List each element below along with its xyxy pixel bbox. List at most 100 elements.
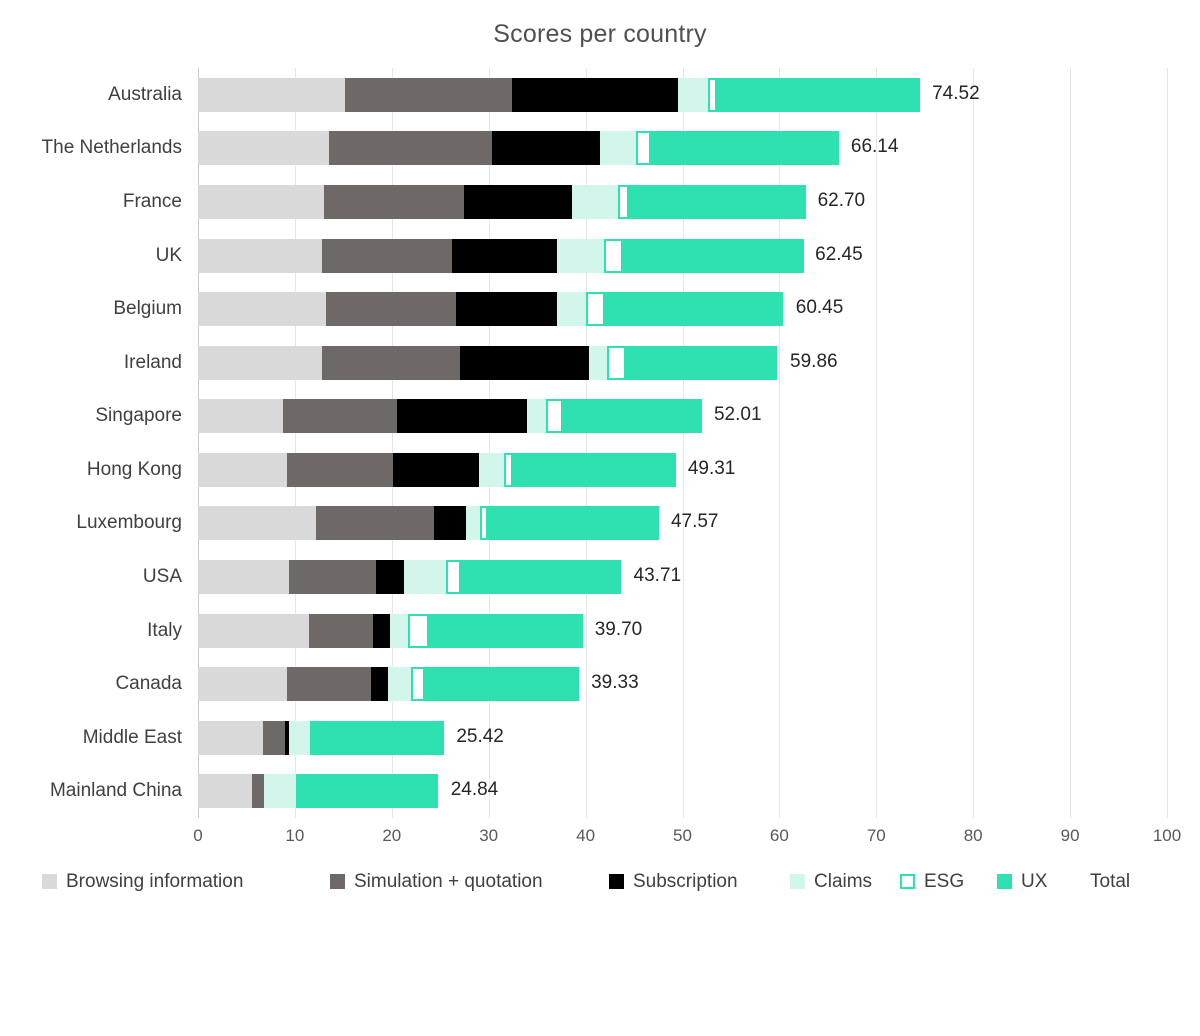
bar-total-label: 49.31 (687, 457, 736, 479)
legend-item-browsing-information[interactable]: Browsing information (42, 872, 243, 891)
bar-segment-subscription[interactable] (392, 452, 479, 487)
bar-segment-browsing-information[interactable] (198, 452, 288, 487)
legend-item-esg[interactable]: ESG (900, 872, 964, 891)
bar-segment-ux[interactable] (424, 667, 579, 702)
bar-segment-browsing-information[interactable] (198, 77, 346, 112)
bar-segment-simulation-quotation[interactable] (323, 184, 464, 219)
bar-segment-subscription[interactable] (455, 292, 557, 327)
bar-segment-browsing-information[interactable] (198, 506, 317, 541)
bar-segment-ux[interactable] (629, 184, 806, 219)
bar-segment-claims[interactable] (556, 238, 604, 273)
bar-segment-esg[interactable] (606, 345, 627, 380)
bar-segment-claims[interactable] (389, 613, 409, 648)
plot-area: 0 10 20 30 40 50 60 70 80 90 100 Australia 74.52 The… (42, 68, 1181, 845)
bar-segment-subscription[interactable] (463, 184, 573, 219)
bar-segment-claims[interactable] (572, 184, 618, 219)
bar-segment-claims[interactable] (556, 292, 586, 327)
bar-segment-simulation-quotation[interactable] (287, 452, 393, 487)
bar-segment-simulation-quotation[interactable] (325, 292, 456, 327)
bar-segment-ux[interactable] (717, 77, 920, 112)
bar-segment-ux[interactable] (563, 399, 702, 434)
bar-segment-subscription[interactable] (491, 131, 601, 166)
bar-segment-subscription[interactable] (285, 720, 290, 755)
bar-segment-claims[interactable] (600, 131, 636, 166)
bar-segment-browsing-information[interactable] (198, 292, 326, 327)
bar-row: Singapore 52.01 (95, 399, 1167, 434)
bar-segment-ux[interactable] (512, 452, 676, 487)
bar-segment-claims[interactable] (387, 667, 412, 702)
legend-item-ux[interactable]: UX (997, 872, 1047, 891)
bar-segment-browsing-information[interactable] (198, 238, 323, 273)
bar-segment-esg[interactable] (479, 506, 488, 541)
bar-segment-esg[interactable] (604, 238, 624, 273)
legend-item-subscription[interactable]: Subscription (609, 872, 738, 891)
bar-segment-claims[interactable] (479, 452, 505, 487)
category-label: UK (155, 244, 182, 266)
bar-segment-ux[interactable] (299, 774, 439, 809)
x-tick-label: 80 (963, 826, 983, 845)
bar-segment-browsing-information[interactable] (198, 559, 290, 594)
bar-segment-simulation-quotation[interactable] (322, 345, 460, 380)
bar-segment-ux[interactable] (310, 720, 445, 755)
bar-segment-subscription[interactable] (371, 667, 388, 702)
bar-segment-simulation-quotation[interactable] (322, 238, 452, 273)
bar-segment-claims[interactable] (289, 720, 311, 755)
bar-segment-ux[interactable] (623, 238, 804, 273)
bar-segment-claims[interactable] (466, 506, 480, 541)
bar-segment-esg[interactable] (707, 77, 718, 112)
legend-swatch-icon (900, 873, 915, 889)
bar-segment-esg[interactable] (635, 131, 651, 166)
bar-segment-simulation-quotation[interactable] (287, 667, 372, 702)
bar-segment-esg[interactable] (408, 613, 429, 648)
legend-item-total[interactable]: Total (1090, 872, 1130, 891)
bar-segment-simulation-quotation[interactable] (283, 399, 397, 434)
bar-segment-esg[interactable] (585, 292, 605, 327)
bar-segment-simulation-quotation[interactable] (289, 559, 377, 594)
bar-segment-subscription[interactable] (459, 345, 590, 380)
bar-segment-ux[interactable] (460, 559, 622, 594)
bar-segment-claims[interactable] (677, 77, 708, 112)
bar-segment-browsing-information[interactable] (198, 667, 288, 702)
bar-segment-browsing-information[interactable] (198, 131, 329, 166)
bar-segment-subscription[interactable] (396, 399, 528, 434)
bar-segment-browsing-information[interactable] (198, 345, 323, 380)
bar-segment-browsing-information[interactable] (198, 399, 284, 434)
bar-segment-subscription[interactable] (451, 238, 557, 273)
bar-segment-simulation-quotation[interactable] (309, 613, 374, 648)
x-tick-label: 20 (382, 826, 402, 845)
bar-segment-esg[interactable] (295, 774, 300, 809)
bar-total-label: 39.33 (591, 672, 639, 694)
bar-segment-ux[interactable] (487, 506, 660, 541)
bar-segment-simulation-quotation[interactable] (328, 131, 492, 166)
bar-segment-simulation-quotation[interactable] (262, 720, 286, 755)
bar-segment-subscription[interactable] (373, 613, 390, 648)
bar-segment-subscription[interactable] (434, 506, 467, 541)
bar-total-label: 66.14 (850, 136, 899, 158)
bar-segment-ux[interactable] (650, 131, 839, 166)
bar-total-label: 24.84 (450, 779, 499, 801)
bar-segment-ux[interactable] (428, 613, 583, 648)
bar-segment-simulation-quotation[interactable] (345, 77, 512, 112)
legend-item-simulation-quotation[interactable]: Simulation + quotation (330, 872, 543, 891)
bar-segment-claims[interactable] (527, 399, 546, 434)
bar-segment-claims[interactable] (404, 559, 447, 594)
bar-segment-esg[interactable] (617, 184, 630, 219)
bar-segment-esg[interactable] (545, 399, 564, 434)
bar-segment-browsing-information[interactable] (198, 613, 310, 648)
bar-segment-simulation-quotation[interactable] (252, 774, 264, 809)
bar-segment-ux[interactable] (626, 345, 778, 380)
bar-segment-ux[interactable] (604, 292, 784, 327)
bar-segment-esg[interactable] (446, 559, 461, 594)
bar-segment-browsing-information[interactable] (198, 720, 263, 755)
bar-segment-browsing-information[interactable] (198, 774, 253, 809)
gridline (876, 68, 878, 818)
bar-segment-simulation-quotation[interactable] (316, 506, 435, 541)
bar-segment-esg[interactable] (411, 667, 425, 702)
legend-item-claims[interactable]: Claims (790, 872, 872, 891)
bar-segment-subscription[interactable] (511, 77, 678, 112)
bar-segment-claims[interactable] (589, 345, 607, 380)
bar-segment-browsing-information[interactable] (198, 184, 324, 219)
bar-segment-claims[interactable] (263, 774, 296, 809)
bar-segment-esg[interactable] (504, 452, 513, 487)
bar-segment-subscription[interactable] (376, 559, 405, 594)
